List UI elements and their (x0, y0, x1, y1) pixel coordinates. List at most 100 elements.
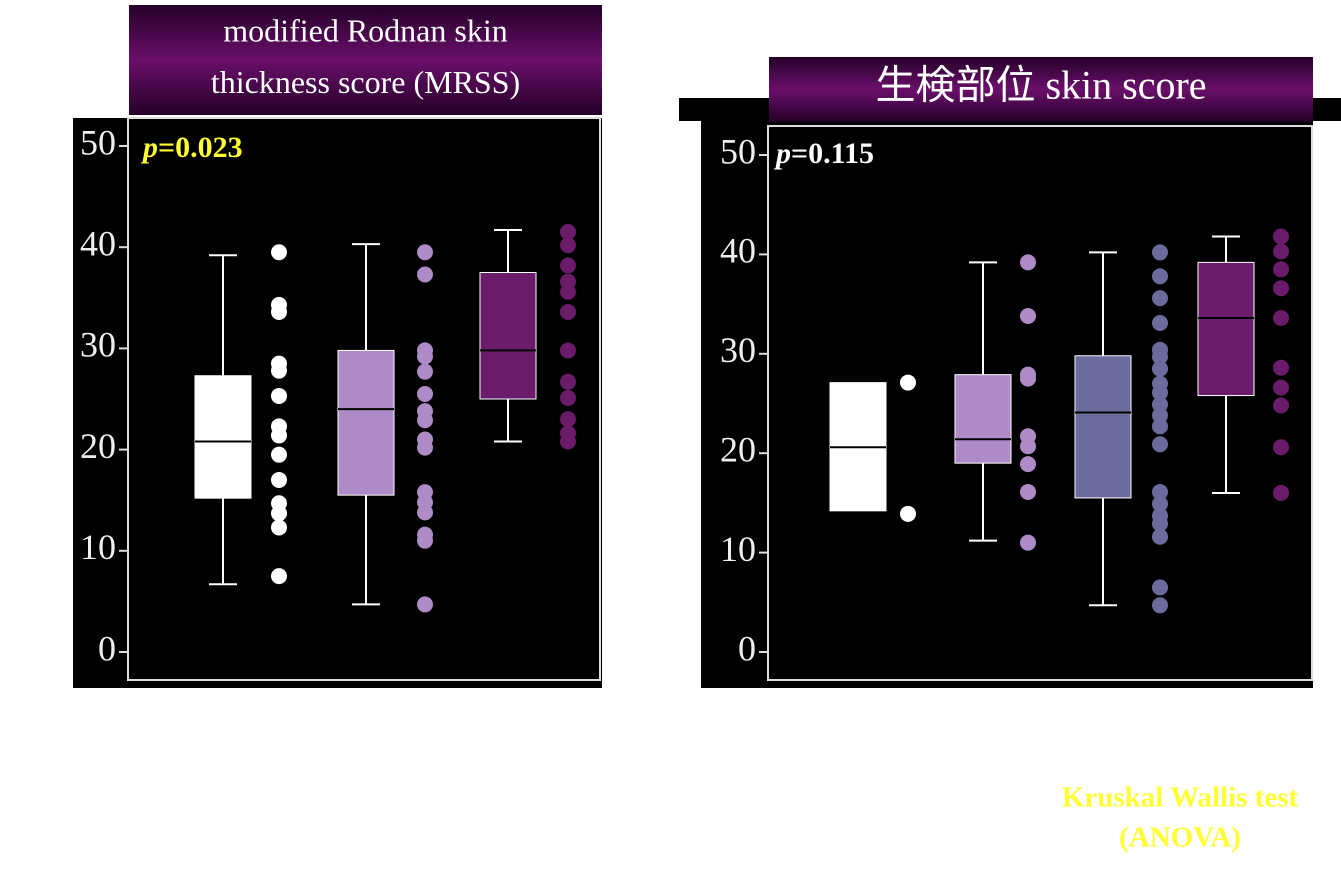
data-point (1020, 370, 1036, 387)
data-point (1152, 483, 1168, 500)
title-box (129, 5, 602, 115)
data-point (1152, 436, 1168, 453)
data-point (1020, 308, 1036, 325)
data-point (417, 532, 433, 549)
data-point (271, 362, 287, 379)
data-point (1273, 243, 1289, 260)
data-point (1152, 407, 1168, 424)
data-point (271, 387, 287, 404)
data-point (1273, 310, 1289, 327)
data-point (1152, 528, 1168, 545)
data-point (417, 385, 433, 402)
y-tick-label: 30 (720, 330, 756, 370)
data-point (1152, 495, 1168, 512)
data-point (560, 373, 576, 390)
data-point (1152, 290, 1168, 307)
data-point (271, 303, 287, 320)
data-point (560, 283, 576, 300)
data-point (271, 519, 287, 536)
data-point (1273, 484, 1289, 501)
data-point (1152, 268, 1168, 285)
data-point (1152, 244, 1168, 261)
data-point (1152, 384, 1168, 401)
data-point (1273, 379, 1289, 396)
p-text: =0.115 (791, 137, 874, 170)
chart-title: 生検部位 skin score (875, 63, 1206, 108)
data-point (417, 348, 433, 365)
chart-title: modified Rodnan skin (223, 13, 507, 49)
data-point (1273, 439, 1289, 456)
data-point (560, 433, 576, 450)
data-point (560, 257, 576, 274)
data-point (900, 505, 916, 522)
p-value: p=0.023 (140, 131, 243, 164)
data-point (417, 439, 433, 456)
data-point (1152, 579, 1168, 596)
box (194, 375, 252, 499)
data-point (1273, 261, 1289, 278)
data-point (417, 504, 433, 521)
data-point (271, 446, 287, 463)
p-text: =0.023 (158, 131, 243, 164)
p-value: p=0.115 (773, 137, 874, 170)
data-point (560, 411, 576, 428)
chart-title: thickness score (MRSS) (211, 64, 520, 100)
data-point (1273, 397, 1289, 414)
data-point (1020, 534, 1036, 551)
y-tick-label: 10 (720, 529, 756, 569)
data-point (1152, 314, 1168, 331)
box (954, 374, 1012, 464)
footnote: (ANOVA) (1119, 822, 1241, 854)
box (1197, 261, 1255, 397)
data-point (1273, 280, 1289, 297)
data-point (1152, 360, 1168, 377)
y-tick-label: 40 (80, 223, 116, 263)
data-point (1020, 483, 1036, 500)
y-tick-label: 10 (80, 527, 116, 567)
data-point (560, 303, 576, 320)
data-point (1152, 418, 1168, 435)
data-point (417, 244, 433, 261)
data-point (560, 342, 576, 359)
y-tick-label: 50 (80, 122, 116, 162)
y-tick-label: 30 (80, 325, 116, 365)
data-point (1020, 254, 1036, 271)
data-point (271, 471, 287, 488)
y-tick-label: 20 (80, 426, 116, 466)
data-point (271, 244, 287, 261)
y-tick-label: 0 (738, 628, 756, 668)
p-symbol: p (140, 131, 158, 164)
y-tick-label: 20 (720, 429, 756, 469)
data-point (900, 374, 916, 391)
data-point (1020, 456, 1036, 473)
box (337, 349, 395, 496)
data-point (1152, 515, 1168, 532)
data-point (417, 363, 433, 380)
data-point (1020, 438, 1036, 455)
data-point (271, 568, 287, 585)
box (1074, 355, 1132, 499)
data-point (1273, 359, 1289, 376)
footnote: Kruskal Wallis test (1062, 782, 1299, 814)
data-point (271, 505, 287, 522)
y-tick-label: 0 (98, 628, 116, 668)
data-point (560, 224, 576, 241)
data-point (560, 237, 576, 254)
box (479, 272, 537, 400)
data-point (1152, 348, 1168, 365)
y-tick-label: 50 (720, 131, 756, 171)
data-point (1273, 228, 1289, 245)
plot-frame (127, 117, 601, 681)
data-point (417, 596, 433, 613)
data-point (560, 389, 576, 406)
data-point (417, 266, 433, 283)
p-symbol: p (773, 137, 791, 170)
data-point (1152, 597, 1168, 614)
title-box (769, 57, 1313, 122)
data-point (271, 427, 287, 444)
data-point (417, 412, 433, 429)
plot-frame (767, 125, 1313, 681)
y-tick-label: 40 (720, 231, 756, 271)
data-point (1152, 396, 1168, 413)
